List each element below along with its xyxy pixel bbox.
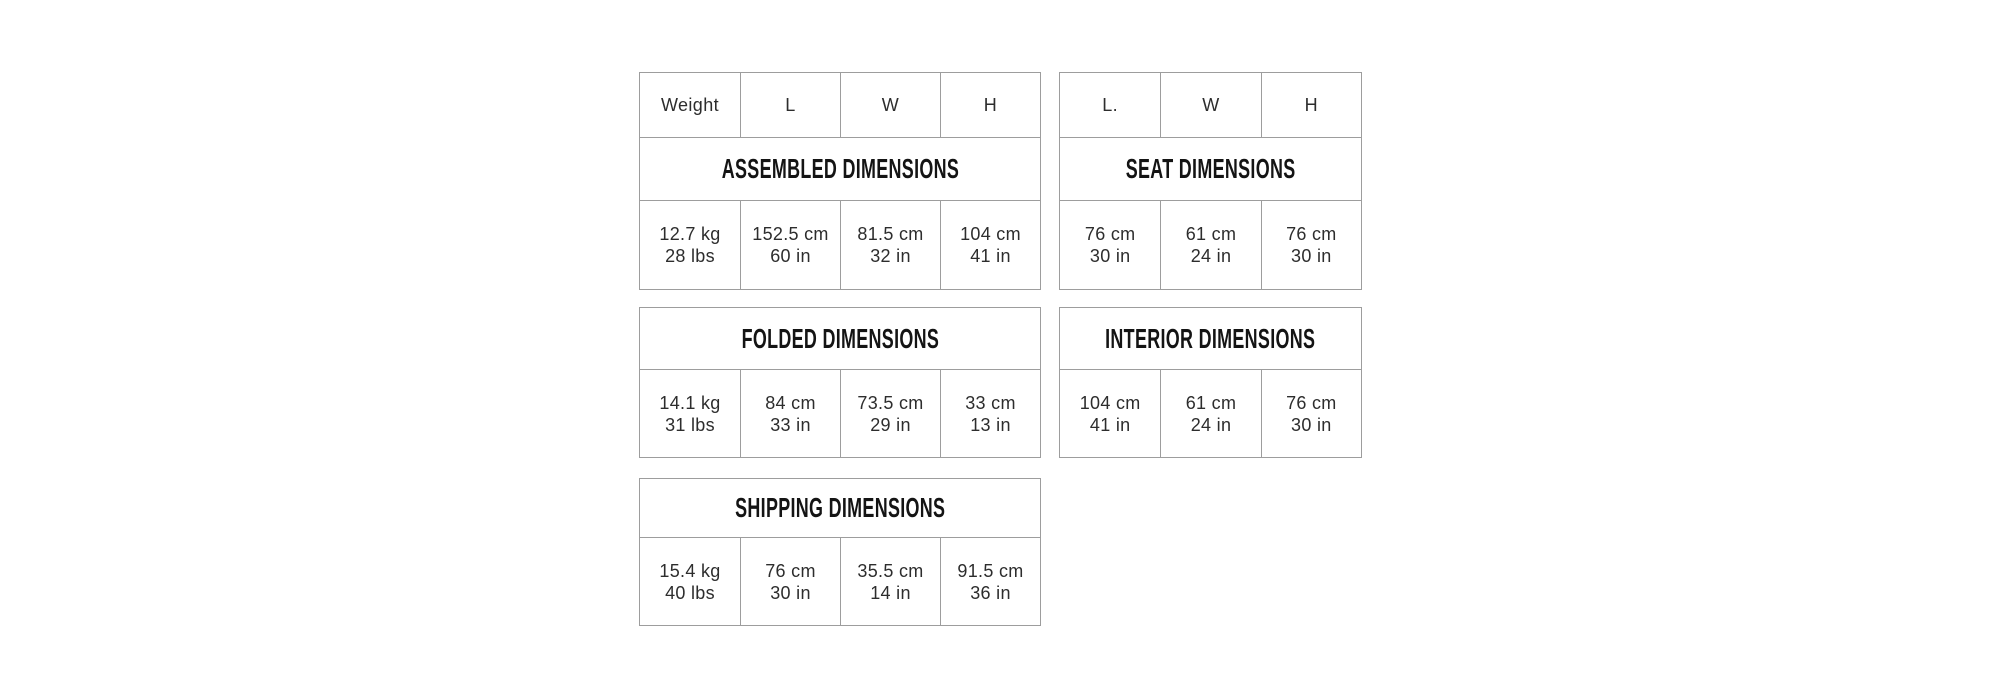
folded-dimensions-banner: FOLDED DIMENSIONS	[640, 308, 1040, 370]
shipping-values-row: 15.4 kg 40 lbs 76 cm 30 in 35.5 cm 14 in…	[640, 538, 1040, 625]
assembled-weight-cell: 12.7 kg 28 lbs	[640, 201, 740, 289]
assembled-length-cell: 152.5 cm 60 in	[740, 201, 840, 289]
shipping-width-cell: 35.5 cm 14 in	[840, 538, 940, 625]
side-column-header-length: L.	[1102, 94, 1119, 115]
metric-value: 76 cm	[1084, 224, 1136, 244]
side-column-header-width: W	[1160, 73, 1260, 137]
metric-value: 15.4 kg	[659, 560, 721, 581]
seat-width-cell: 61 cm 24 in	[1160, 201, 1260, 289]
seat-dimensions-block: L. W H SEAT DIMENSIONS 76 cm 30 in 61 cm…	[1059, 72, 1362, 290]
metric-value: 12.7 kg	[659, 224, 721, 244]
folded-length-cell: 84 cm 33 in	[740, 370, 840, 457]
interior-values-row: 104 cm 41 in 61 cm 24 in 76 cm 30 in	[1060, 370, 1361, 457]
shipping-dimensions-block: SHIPPING DIMENSIONS 15.4 kg 40 lbs 76 cm…	[639, 478, 1041, 626]
assembled-values-row: 12.7 kg 28 lbs 152.5 cm 60 in 81.5 cm 32…	[640, 201, 1040, 289]
side-column-headers: L. W H	[1060, 73, 1361, 137]
folded-height-cell: 33 cm 13 in	[940, 370, 1040, 457]
imperial-value: 36 in	[970, 582, 1011, 603]
seat-length-cell: 76 cm 30 in	[1060, 201, 1160, 289]
imperial-value: 31 lbs	[665, 414, 715, 435]
metric-value: 76 cm	[1286, 392, 1337, 413]
folded-values-row: 14.1 kg 31 lbs 84 cm 33 in 73.5 cm 29 in…	[640, 370, 1040, 457]
assembled-height-cell: 104 cm 41 in	[940, 201, 1040, 289]
shipping-dimensions-title: SHIPPING DIMENSIONS	[734, 492, 946, 523]
metric-value: 91.5 cm	[957, 560, 1024, 581]
imperial-value: 14 in	[870, 582, 911, 603]
metric-value: 61 cm	[1185, 224, 1237, 244]
seat-dimensions-title: SEAT DIMENSIONS	[1125, 153, 1296, 184]
interior-length-cell: 104 cm 41 in	[1060, 370, 1160, 457]
column-header-height: H	[940, 73, 1040, 137]
interior-dimensions-title: INTERIOR DIMENSIONS	[1105, 322, 1316, 354]
imperial-value: 41 in	[1089, 414, 1131, 435]
seat-values-row: 76 cm 30 in 61 cm 24 in 76 cm 30 in	[1060, 201, 1361, 289]
imperial-value: 30 in	[1291, 246, 1332, 266]
interior-width-cell: 61 cm 24 in	[1160, 370, 1260, 457]
folded-width-cell: 73.5 cm 29 in	[840, 370, 940, 457]
imperial-value: 33 in	[770, 414, 811, 435]
imperial-value: 28 lbs	[665, 246, 715, 266]
side-column-header-height: H	[1260, 73, 1361, 137]
metric-value: 104 cm	[960, 224, 1021, 244]
column-header-length: L	[740, 73, 840, 137]
imperial-value: 30 in	[770, 582, 811, 603]
folded-dimensions-title: FOLDED DIMENSIONS	[741, 322, 939, 354]
metric-value: 76 cm	[1286, 224, 1337, 244]
interior-dimensions-banner: INTERIOR DIMENSIONS	[1060, 308, 1361, 370]
column-header-weight: Weight	[660, 94, 720, 115]
shipping-length-cell: 76 cm 30 in	[740, 538, 840, 625]
metric-value: 73.5 cm	[857, 392, 924, 413]
imperial-value: 30 in	[1089, 246, 1131, 266]
assembled-dimensions-title: ASSEMBLED DIMENSIONS	[721, 153, 959, 184]
metric-value: 33 cm	[965, 392, 1016, 413]
metric-value: 152.5 cm	[752, 224, 829, 244]
shipping-height-cell: 91.5 cm 36 in	[940, 538, 1040, 625]
metric-value: 35.5 cm	[857, 560, 924, 581]
interior-height-cell: 76 cm 30 in	[1260, 370, 1361, 457]
metric-value: 14.1 kg	[659, 392, 721, 413]
main-column-headers: Weight L W H	[640, 73, 1040, 137]
imperial-value: 13 in	[970, 414, 1011, 435]
interior-dimensions-block: INTERIOR DIMENSIONS 104 cm 41 in 61 cm 2…	[1059, 307, 1362, 458]
seat-dimensions-banner: SEAT DIMENSIONS	[1060, 137, 1361, 201]
metric-value: 76 cm	[765, 560, 816, 581]
seat-height-cell: 76 cm 30 in	[1260, 201, 1361, 289]
imperial-value: 24 in	[1190, 246, 1232, 266]
metric-value: 84 cm	[765, 392, 816, 413]
imperial-value: 29 in	[870, 414, 911, 435]
imperial-value: 30 in	[1291, 414, 1332, 435]
folded-dimensions-block: FOLDED DIMENSIONS 14.1 kg 31 lbs 84 cm 3…	[639, 307, 1041, 458]
imperial-value: 40 lbs	[665, 582, 715, 603]
column-header-width: W	[840, 73, 940, 137]
metric-value: 61 cm	[1185, 392, 1237, 413]
assembled-width-cell: 81.5 cm 32 in	[840, 201, 940, 289]
metric-value: 81.5 cm	[857, 224, 924, 244]
metric-value: 104 cm	[1079, 392, 1141, 413]
main-dimensions-table: Weight L W H ASSEMBLED DIMENSIONS 12.7 k…	[639, 72, 1041, 626]
imperial-value: 32 in	[870, 246, 911, 266]
imperial-value: 60 in	[770, 246, 811, 266]
imperial-value: 24 in	[1190, 414, 1232, 435]
assembled-dimensions-block: Weight L W H ASSEMBLED DIMENSIONS 12.7 k…	[639, 72, 1041, 290]
shipping-dimensions-banner: SHIPPING DIMENSIONS	[640, 479, 1040, 538]
shipping-weight-cell: 15.4 kg 40 lbs	[640, 538, 740, 625]
folded-weight-cell: 14.1 kg 31 lbs	[640, 370, 740, 457]
side-dimensions-table: L. W H SEAT DIMENSIONS 76 cm 30 in 61 cm…	[1059, 72, 1362, 458]
imperial-value: 41 in	[970, 246, 1011, 266]
assembled-dimensions-banner: ASSEMBLED DIMENSIONS	[640, 137, 1040, 201]
